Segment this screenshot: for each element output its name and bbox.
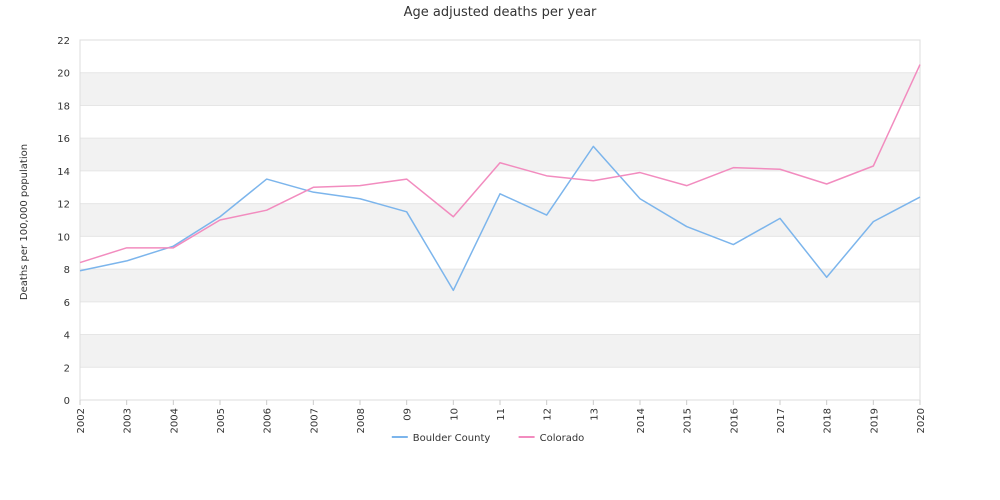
x-tick-label: 2018 bbox=[823, 408, 834, 433]
y-axis-ticks: 0 2 4 6 8 10 12 14 16 18 20 22 bbox=[57, 36, 70, 407]
series-line-1 bbox=[79, 64, 921, 264]
x-tick-label: 2006 bbox=[263, 408, 274, 433]
x-tick-label: 2017 bbox=[776, 408, 787, 433]
x-tick-label: 13 bbox=[589, 408, 600, 421]
legend[interactable]: Boulder County Colorado bbox=[391, 433, 585, 444]
x-tick-label: 2015 bbox=[683, 408, 694, 433]
grid-band bbox=[80, 269, 920, 302]
y-tick-label: 8 bbox=[64, 265, 70, 276]
series-line-0 bbox=[79, 145, 921, 292]
x-tick-label: 09 bbox=[403, 408, 414, 421]
y-tick-label: 12 bbox=[57, 200, 70, 211]
x-tick-label: 2016 bbox=[729, 408, 740, 433]
x-tick-label: 2007 bbox=[309, 408, 320, 433]
series-lines bbox=[79, 64, 921, 292]
x-tick-label: 2019 bbox=[869, 408, 880, 433]
legend-item[interactable]: Boulder County bbox=[391, 433, 491, 444]
y-tick-label: 14 bbox=[57, 167, 70, 178]
y-tick-label: 22 bbox=[57, 36, 70, 47]
y-tick-label: 6 bbox=[64, 298, 70, 309]
grid-band bbox=[80, 236, 920, 270]
x-tick-label: 12 bbox=[543, 408, 554, 421]
x-axis-ticks: 2002 2003 2004 2005 2006 2007 2008 09 10 11 12 13 20… bbox=[76, 400, 927, 433]
grid-band bbox=[80, 138, 920, 171]
y-tick-label: 2 bbox=[64, 363, 70, 374]
x-tick-label: 11 bbox=[496, 408, 507, 421]
x-tick-label: 2002 bbox=[76, 408, 87, 433]
x-tick-label: 2004 bbox=[169, 408, 180, 433]
x-tick-label: 2003 bbox=[123, 408, 134, 433]
legend-label: Colorado bbox=[540, 433, 585, 444]
y-tick-label: 0 bbox=[64, 396, 70, 407]
grid-band bbox=[80, 301, 920, 335]
y-tick-label: 18 bbox=[57, 101, 70, 112]
grid-band bbox=[80, 170, 920, 204]
y-axis-label: Deaths per 100,000 population bbox=[19, 144, 30, 300]
grid-band bbox=[80, 334, 920, 368]
y-tick-label: 20 bbox=[57, 69, 70, 80]
y-tick-label: 10 bbox=[57, 232, 70, 243]
x-tick-label: 2020 bbox=[916, 408, 927, 433]
x-tick-label: 2005 bbox=[216, 408, 227, 433]
grid-band bbox=[80, 40, 920, 73]
y-tick-label: 16 bbox=[57, 134, 70, 145]
x-tick-label: 2014 bbox=[636, 408, 647, 433]
x-tick-label: 2008 bbox=[356, 408, 367, 433]
chart-title: Age adjusted deaths per year bbox=[404, 5, 597, 20]
plot-background bbox=[79, 39, 921, 401]
y-tick-label: 4 bbox=[64, 331, 70, 342]
grid-band bbox=[80, 72, 920, 106]
grid-band bbox=[80, 203, 920, 237]
grid-band bbox=[80, 367, 920, 400]
legend-item[interactable]: Colorado bbox=[518, 433, 585, 444]
grid-band bbox=[80, 105, 920, 139]
legend-label: Boulder County bbox=[413, 433, 491, 444]
x-tick-label: 10 bbox=[449, 408, 460, 421]
